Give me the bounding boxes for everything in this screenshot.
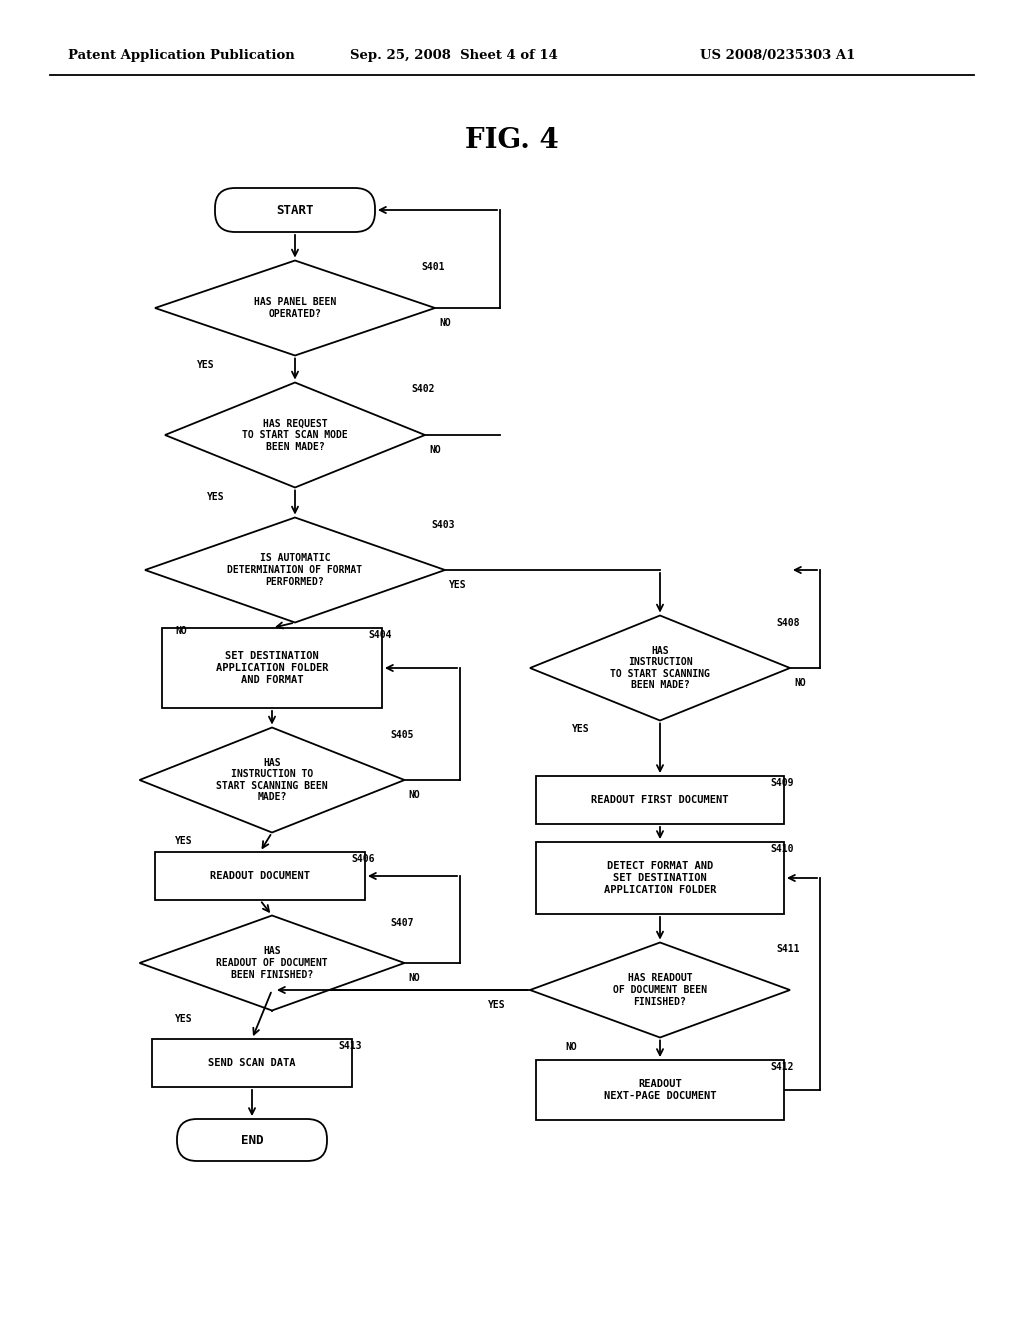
- Text: S404: S404: [368, 630, 391, 640]
- Text: START: START: [276, 203, 313, 216]
- Text: NO: NO: [409, 789, 420, 800]
- Text: YES: YES: [174, 837, 193, 846]
- Text: YES: YES: [572, 725, 590, 734]
- Text: YES: YES: [449, 579, 467, 590]
- Polygon shape: [530, 615, 790, 721]
- Text: READOUT
NEXT-PAGE DOCUMENT: READOUT NEXT-PAGE DOCUMENT: [604, 1080, 716, 1101]
- Polygon shape: [530, 942, 790, 1038]
- Text: HAS READOUT
OF DOCUMENT BEEN
FINISHED?: HAS READOUT OF DOCUMENT BEEN FINISHED?: [613, 973, 707, 1007]
- Text: HAS
INSTRUCTION TO
START SCANNING BEEN
MADE?: HAS INSTRUCTION TO START SCANNING BEEN M…: [216, 758, 328, 803]
- Polygon shape: [139, 916, 404, 1011]
- Text: HAS PANEL BEEN
OPERATED?: HAS PANEL BEEN OPERATED?: [254, 297, 336, 319]
- Text: S403: S403: [431, 520, 455, 529]
- Text: READOUT DOCUMENT: READOUT DOCUMENT: [210, 871, 310, 880]
- Polygon shape: [155, 260, 435, 355]
- Polygon shape: [165, 383, 425, 487]
- Text: NO: NO: [409, 973, 420, 983]
- Text: NO: NO: [439, 318, 451, 327]
- Text: SEND SCAN DATA: SEND SCAN DATA: [208, 1059, 296, 1068]
- Text: S406: S406: [351, 854, 375, 865]
- Bar: [536, 1060, 784, 1119]
- Text: FIG. 4: FIG. 4: [465, 127, 559, 153]
- Text: YES: YES: [207, 491, 224, 502]
- Text: SET DESTINATION
APPLICATION FOLDER
AND FORMAT: SET DESTINATION APPLICATION FOLDER AND F…: [216, 651, 329, 685]
- FancyBboxPatch shape: [215, 187, 375, 232]
- Text: S411: S411: [776, 945, 800, 954]
- Text: NO: NO: [794, 678, 806, 688]
- Text: S405: S405: [390, 730, 414, 739]
- Text: READOUT FIRST DOCUMENT: READOUT FIRST DOCUMENT: [591, 795, 729, 805]
- Polygon shape: [145, 517, 445, 623]
- Text: YES: YES: [197, 359, 215, 370]
- Text: HAS
READOUT OF DOCUMENT
BEEN FINISHED?: HAS READOUT OF DOCUMENT BEEN FINISHED?: [216, 946, 328, 979]
- Bar: [155, 851, 365, 900]
- Text: YES: YES: [488, 1001, 506, 1010]
- Text: S413: S413: [338, 1041, 361, 1051]
- Text: NO: NO: [429, 445, 440, 455]
- Text: S401: S401: [421, 263, 444, 272]
- Text: Sep. 25, 2008  Sheet 4 of 14: Sep. 25, 2008 Sheet 4 of 14: [350, 49, 558, 62]
- Text: S409: S409: [770, 777, 794, 788]
- FancyBboxPatch shape: [177, 1119, 327, 1162]
- Text: END: END: [241, 1134, 263, 1147]
- Text: DETECT FORMAT AND
SET DESTINATION
APPLICATION FOLDER: DETECT FORMAT AND SET DESTINATION APPLIC…: [604, 862, 716, 895]
- Text: YES: YES: [174, 1015, 193, 1024]
- Text: HAS REQUEST
TO START SCAN MODE
BEEN MADE?: HAS REQUEST TO START SCAN MODE BEEN MADE…: [242, 418, 348, 451]
- Text: S412: S412: [770, 1063, 794, 1072]
- Text: NO: NO: [175, 627, 186, 636]
- Text: S407: S407: [390, 917, 414, 928]
- Text: US 2008/0235303 A1: US 2008/0235303 A1: [700, 49, 855, 62]
- Polygon shape: [139, 727, 404, 833]
- Text: S402: S402: [411, 384, 434, 395]
- Text: Patent Application Publication: Patent Application Publication: [68, 49, 295, 62]
- Bar: [536, 776, 784, 824]
- Bar: [162, 628, 382, 708]
- Text: S410: S410: [770, 843, 794, 854]
- Bar: [536, 842, 784, 913]
- Bar: [152, 1039, 352, 1086]
- Text: S408: S408: [776, 618, 800, 627]
- Text: IS AUTOMATIC
DETERMINATION OF FORMAT
PERFORMED?: IS AUTOMATIC DETERMINATION OF FORMAT PER…: [227, 553, 362, 586]
- Text: HAS
INSTRUCTION
TO START SCANNING
BEEN MADE?: HAS INSTRUCTION TO START SCANNING BEEN M…: [610, 645, 710, 690]
- Text: NO: NO: [565, 1041, 577, 1052]
